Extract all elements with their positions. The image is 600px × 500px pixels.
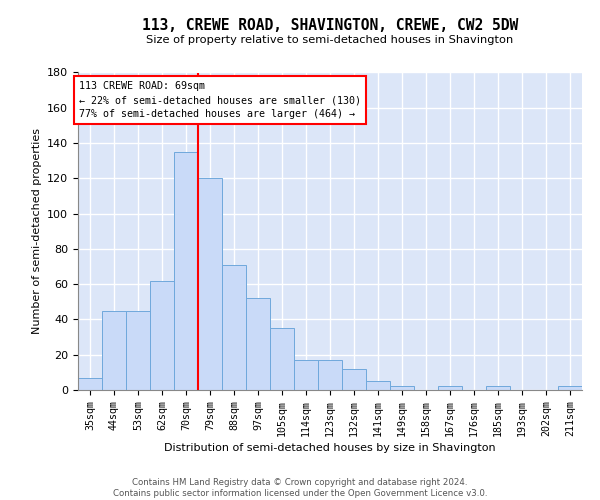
Bar — [342, 369, 366, 390]
Bar — [198, 178, 222, 390]
Bar — [102, 310, 126, 390]
Text: Size of property relative to semi-detached houses in Shavington: Size of property relative to semi-detach… — [146, 35, 514, 45]
Bar — [78, 378, 102, 390]
Bar — [486, 386, 510, 390]
Bar — [558, 386, 582, 390]
Bar — [294, 360, 318, 390]
X-axis label: Distribution of semi-detached houses by size in Shavington: Distribution of semi-detached houses by … — [164, 442, 496, 452]
Bar — [222, 265, 246, 390]
Text: Contains HM Land Registry data © Crown copyright and database right 2024.
Contai: Contains HM Land Registry data © Crown c… — [113, 478, 487, 498]
Bar — [438, 386, 462, 390]
Bar — [150, 280, 174, 390]
Y-axis label: Number of semi-detached properties: Number of semi-detached properties — [32, 128, 41, 334]
Bar — [246, 298, 270, 390]
Bar — [126, 310, 150, 390]
Bar — [174, 152, 198, 390]
Bar — [390, 386, 414, 390]
Text: 113, CREWE ROAD, SHAVINGTON, CREWE, CW2 5DW: 113, CREWE ROAD, SHAVINGTON, CREWE, CW2 … — [142, 18, 518, 32]
Bar — [270, 328, 294, 390]
Bar — [366, 381, 390, 390]
Bar — [318, 360, 342, 390]
Text: 113 CREWE ROAD: 69sqm
← 22% of semi-detached houses are smaller (130)
77% of sem: 113 CREWE ROAD: 69sqm ← 22% of semi-deta… — [79, 82, 361, 120]
